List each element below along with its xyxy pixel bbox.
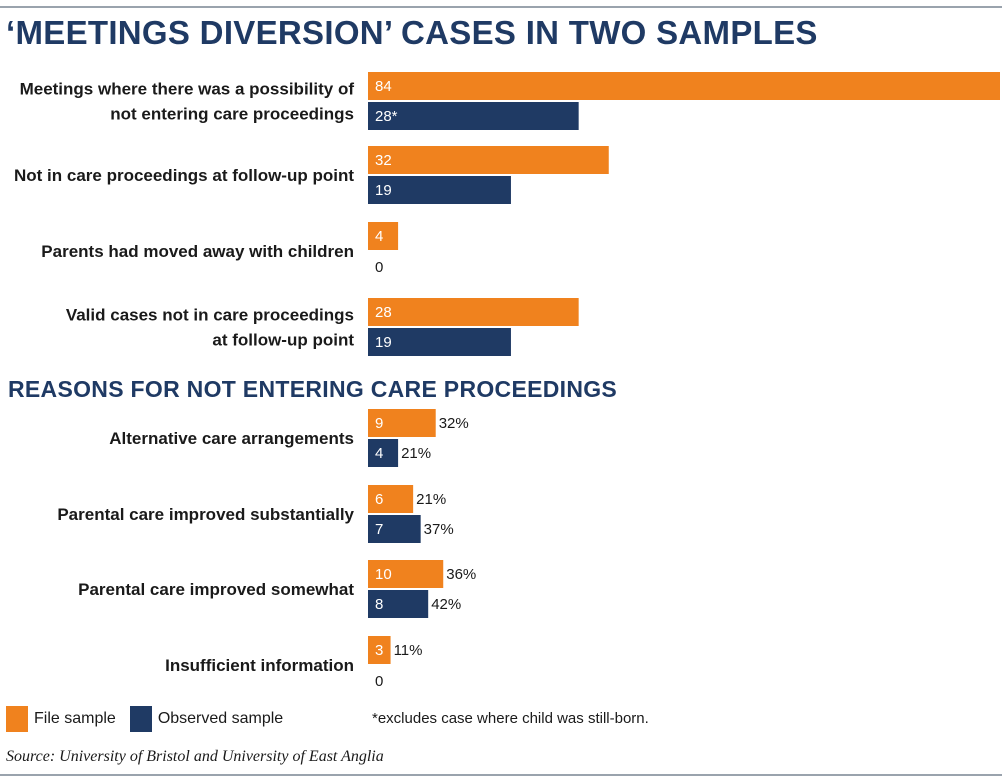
bar-file-sample xyxy=(368,485,414,513)
category-label: Valid cases not in care proceedings xyxy=(66,306,354,325)
legend-item-observed-sample: Observed sample xyxy=(129,706,284,732)
bar-value-label: 19 xyxy=(375,182,392,199)
bar-file-sample xyxy=(368,222,399,250)
bar-observed-sample xyxy=(368,102,579,130)
category-label: Not in care proceedings at follow-up poi… xyxy=(14,166,354,185)
legend-label-observed-sample: Observed sample xyxy=(157,710,284,727)
bar-value-label: 3 xyxy=(375,642,383,659)
bar-file-sample xyxy=(368,636,391,664)
legend-swatch-file-sample xyxy=(6,706,28,732)
percent-label: 37% xyxy=(424,521,454,538)
bar-value-label: 4 xyxy=(375,445,383,462)
bar-value-label: 84 xyxy=(375,78,392,95)
category-label: Insufficient information xyxy=(165,656,354,675)
bar-value-label: 28 xyxy=(375,304,392,321)
percent-label: 21% xyxy=(401,445,431,462)
bar-value-label: 28* xyxy=(375,108,398,125)
bar-file-sample xyxy=(368,298,579,326)
bar-value-label: 6 xyxy=(375,491,383,508)
category-label: Parental care improved substantially xyxy=(57,505,354,524)
category-label: not entering care proceedings xyxy=(110,105,354,124)
bar-value-label: 10 xyxy=(375,566,392,583)
category-label: Meetings where there was a possibility o… xyxy=(20,80,355,99)
category-label: at follow-up point xyxy=(212,331,354,350)
category-label: Parents had moved away with children xyxy=(41,242,354,261)
bar-value-label: 19 xyxy=(375,334,392,351)
bar-observed-sample xyxy=(368,590,429,618)
legend-swatch-observed-sample xyxy=(129,706,152,732)
bottom-rule xyxy=(0,774,1002,776)
bar-value-label: 8 xyxy=(375,596,383,613)
bar-file-sample xyxy=(368,560,444,588)
bar-value-label: 0 xyxy=(375,673,383,690)
bar-observed-sample xyxy=(368,439,399,467)
top-rule xyxy=(0,6,1002,8)
bar-observed-sample xyxy=(368,176,511,204)
legend-item-file-sample: File sample xyxy=(6,706,116,732)
legend: File sample Observed sample xyxy=(6,706,297,732)
bar-observed-sample xyxy=(368,328,511,356)
bar-value-label: 9 xyxy=(375,415,383,432)
percent-label: 11% xyxy=(394,642,423,659)
percent-label: 21% xyxy=(416,491,446,508)
bar-value-label: 7 xyxy=(375,521,383,538)
bar-file-sample xyxy=(368,72,1000,100)
legend-label-file-sample: File sample xyxy=(34,710,116,727)
percent-label: 32% xyxy=(439,415,469,432)
section-title: REASONS FOR NOT ENTERING CARE PROCEEDING… xyxy=(8,376,618,402)
percent-label: 42% xyxy=(431,596,461,613)
bar-value-label: 4 xyxy=(375,228,383,245)
bar-observed-sample xyxy=(368,515,421,543)
category-label: Alternative care arrangements xyxy=(109,429,354,448)
bar-chart: Meetings where there was a possibility o… xyxy=(14,72,1000,690)
chart-title: ‘MEETINGS DIVERSION’ CASES IN TWO SAMPLE… xyxy=(6,14,818,51)
percent-label: 36% xyxy=(446,566,476,583)
bar-value-label: 32 xyxy=(375,152,392,169)
bar-file-sample xyxy=(368,146,609,174)
source-note: Source: University of Bristol and Univer… xyxy=(6,748,384,765)
category-label: Parental care improved somewhat xyxy=(78,580,354,599)
footnote: *excludes case where child was still-bor… xyxy=(372,710,649,727)
bar-file-sample xyxy=(368,409,436,437)
bar-value-label: 0 xyxy=(375,259,383,276)
